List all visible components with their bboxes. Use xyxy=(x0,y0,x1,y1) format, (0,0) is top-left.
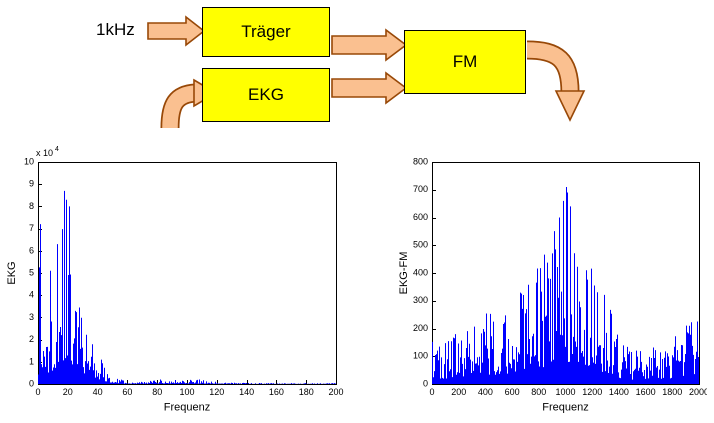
arrow-fm-output-head xyxy=(554,90,586,122)
arrow-into-ekg xyxy=(162,85,197,129)
input-frequency-label: 1kHz xyxy=(96,20,135,39)
ekg-fm-spectrum-chart xyxy=(392,146,707,418)
block-traeger: Träger xyxy=(202,7,330,57)
block-ekg: EKG xyxy=(202,68,330,122)
arrow-traeger-to-fm xyxy=(331,28,408,62)
ekg-spectrum-chart xyxy=(4,146,344,418)
arrow-fm-output xyxy=(526,42,578,93)
arrow-input-to-traeger xyxy=(147,15,206,47)
block-traeger-label: Träger xyxy=(241,22,291,41)
block-fm-label: FM xyxy=(452,52,478,71)
block-ekg-label: EKG xyxy=(248,85,284,104)
block-fm: FM xyxy=(404,30,526,94)
arrow-ekg-to-fm xyxy=(331,71,408,105)
